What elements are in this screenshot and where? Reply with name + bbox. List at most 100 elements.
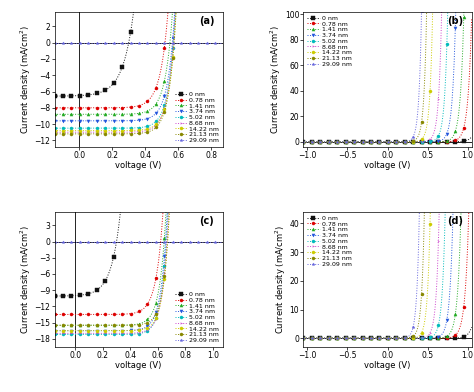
1.41 nm: [442, 335, 448, 339]
Line: 21.13 nm: 21.13 nm: [302, 0, 473, 143]
29.09 nm: [403, 139, 409, 144]
0.78 nm: [62, 312, 67, 317]
3.74 nm: [52, 118, 57, 123]
0 nm: [469, 325, 474, 330]
1.41 nm: [83, 112, 89, 117]
29.09 nm: [401, 139, 406, 144]
14.22 nm: [83, 128, 89, 133]
8.68 nm: [83, 130, 89, 134]
0.78 nm: [442, 140, 448, 144]
Line: 29.09 nm: 29.09 nm: [302, 0, 473, 340]
Line: 1.41 nm: 1.41 nm: [53, 0, 224, 327]
1.41 nm: [453, 127, 459, 132]
0 nm: [83, 292, 89, 297]
Line: 8.68 nm: 8.68 nm: [53, 0, 224, 134]
3.74 nm: [301, 336, 307, 341]
5.02 nm: [400, 140, 406, 144]
14.22 nm: [58, 128, 64, 133]
14.22 nm: [403, 140, 409, 144]
1.41 nm: [400, 140, 406, 144]
5.02 nm: [403, 336, 409, 341]
0.78 nm: [301, 336, 306, 341]
21.13 nm: [301, 336, 306, 341]
14.22 nm: [62, 328, 67, 333]
3.74 nm: [442, 325, 448, 330]
14.22 nm: [58, 328, 64, 333]
3.74 nm: [83, 328, 89, 333]
3.74 nm: [58, 328, 64, 333]
0.78 nm: [97, 105, 102, 110]
3.74 nm: [62, 328, 67, 333]
8.68 nm: [83, 331, 89, 336]
8.68 nm: [58, 331, 64, 336]
29.09 nm: [401, 336, 406, 340]
21.13 nm: [401, 140, 406, 144]
Line: 21.13 nm: 21.13 nm: [53, 0, 224, 135]
Line: 0.78 nm: 0.78 nm: [53, 0, 224, 109]
3.74 nm: [401, 140, 406, 144]
0 nm: [301, 336, 306, 341]
14.22 nm: [400, 140, 406, 144]
Line: 0 nm: 0 nm: [53, 0, 224, 298]
1.41 nm: [58, 323, 64, 328]
3.74 nm: [301, 336, 306, 341]
8.68 nm: [58, 130, 64, 134]
Line: 1.41 nm: 1.41 nm: [302, 0, 473, 143]
8.68 nm: [97, 331, 102, 336]
Y-axis label: Current density (mA/cm$^2$): Current density (mA/cm$^2$): [18, 225, 33, 334]
Y-axis label: Current density (mA/cm$^2$): Current density (mA/cm$^2$): [273, 225, 288, 334]
3.74 nm: [83, 118, 89, 123]
Line: 5.02 nm: 5.02 nm: [53, 0, 224, 130]
3.74 nm: [453, 4, 459, 8]
5.02 nm: [58, 126, 64, 131]
Y-axis label: Current density (mA/cm$^2$): Current density (mA/cm$^2$): [18, 25, 33, 134]
3.74 nm: [52, 328, 57, 333]
X-axis label: voltage (V): voltage (V): [116, 361, 162, 370]
21.13 nm: [58, 323, 64, 328]
21.13 nm: [58, 132, 64, 136]
1.41 nm: [52, 323, 57, 328]
Legend: 0 nm, 0.78 nm, 1.41 nm, 3.74 nm, 5.02 nm, 8.68 nm, 14.22 nm, 21.13 nm, 29.09 nm: 0 nm, 0.78 nm, 1.41 nm, 3.74 nm, 5.02 nm…: [307, 215, 352, 267]
3.74 nm: [442, 134, 448, 139]
21.13 nm: [301, 140, 307, 144]
29.09 nm: [400, 336, 406, 340]
X-axis label: voltage (V): voltage (V): [116, 162, 162, 171]
Line: 21.13 nm: 21.13 nm: [53, 0, 224, 327]
1.41 nm: [401, 140, 406, 144]
1.41 nm: [301, 336, 306, 341]
Line: 29.09 nm: 29.09 nm: [302, 0, 473, 143]
0 nm: [469, 134, 474, 139]
1.41 nm: [453, 308, 459, 312]
14.22 nm: [62, 128, 67, 133]
Line: 5.02 nm: 5.02 nm: [302, 0, 473, 340]
14.22 nm: [97, 328, 102, 333]
5.02 nm: [301, 140, 306, 144]
X-axis label: voltage (V): voltage (V): [365, 361, 410, 370]
Line: 3.74 nm: 3.74 nm: [302, 0, 473, 340]
Text: (c): (c): [200, 216, 214, 226]
21.13 nm: [401, 336, 406, 341]
5.02 nm: [52, 332, 57, 337]
29.09 nm: [211, 239, 217, 244]
5.02 nm: [301, 140, 307, 144]
5.02 nm: [58, 332, 64, 337]
Line: 0 nm: 0 nm: [302, 326, 473, 340]
1.41 nm: [400, 336, 406, 341]
5.02 nm: [401, 336, 406, 341]
1.41 nm: [52, 112, 57, 117]
29.09 nm: [58, 239, 64, 244]
1.41 nm: [403, 336, 409, 341]
21.13 nm: [83, 132, 89, 136]
5.02 nm: [442, 83, 448, 88]
0 nm: [403, 140, 409, 144]
3.74 nm: [97, 118, 102, 123]
0.78 nm: [83, 312, 89, 317]
29.09 nm: [62, 40, 67, 45]
Line: 14.22 nm: 14.22 nm: [53, 0, 224, 132]
29.09 nm: [97, 239, 102, 244]
8.68 nm: [403, 336, 409, 341]
Line: 0 nm: 0 nm: [53, 0, 224, 98]
0 nm: [453, 336, 459, 340]
Line: 0.78 nm: 0.78 nm: [53, 0, 224, 316]
1.41 nm: [62, 323, 67, 328]
